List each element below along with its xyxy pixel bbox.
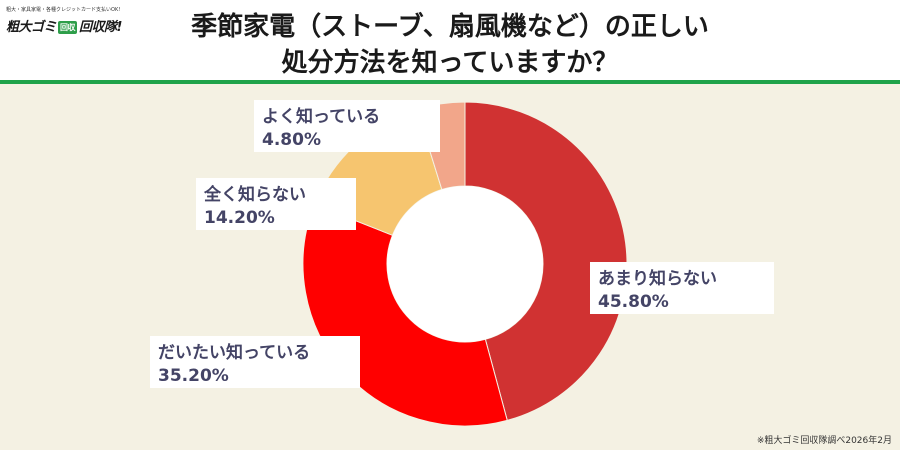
slice-label-2: だいたい知っている 35.20% [150,336,360,388]
slice-category-label: あまり知らない [598,268,717,289]
source-note: ※粗大ゴミ回収隊調べ2026年2月 [756,436,892,446]
slice-value-label: 35.20% [158,366,229,386]
slice-category-label: だいたい知っている [158,342,310,363]
logo-name: 粗大ゴミ 回収 回収隊! [6,16,130,35]
header: 粗大・家具家電・各種クレジットカード支払いOK! 粗大ゴミ 回収 回収隊! 季節家電… [0,0,900,80]
slice-label-box [254,100,440,152]
brand-logo: 粗大・家具家電・各種クレジットカード支払いOK! 粗大ゴミ 回収 回収隊! [6,6,130,40]
slice-value-label: 45.80% [598,292,669,312]
slice-label-3: 全く知らない 14.20% [196,178,356,230]
logo-name-part2: 回収隊! [79,20,122,35]
slice-label-box [196,178,356,230]
slice-label-box [590,262,774,314]
page-title-line2: 処分方法を知っていますか？ [281,48,619,78]
slice-value-label: 4.80% [262,130,321,150]
logo-name-part1: 粗大ゴミ [6,20,57,35]
slice-value-label: 14.20% [204,208,275,228]
slice-label-1: あまり知らない 45.80% [590,262,774,314]
slice-category-label: 全く知らない [203,184,306,205]
slice-label-box [150,336,360,388]
donut-center [387,186,543,342]
logo-badge: 回収 [58,21,78,34]
slice-category-label: よく知っている [262,106,380,127]
header-divider [0,80,900,84]
slice-label-4: よく知っている 4.80% [254,100,440,152]
logo-tagline: 粗大・家具家電・各種クレジットカード支払いOK! [6,7,121,13]
page-title-line1: 季節家電（ストーブ、扇風機など）の正しい [191,12,709,42]
